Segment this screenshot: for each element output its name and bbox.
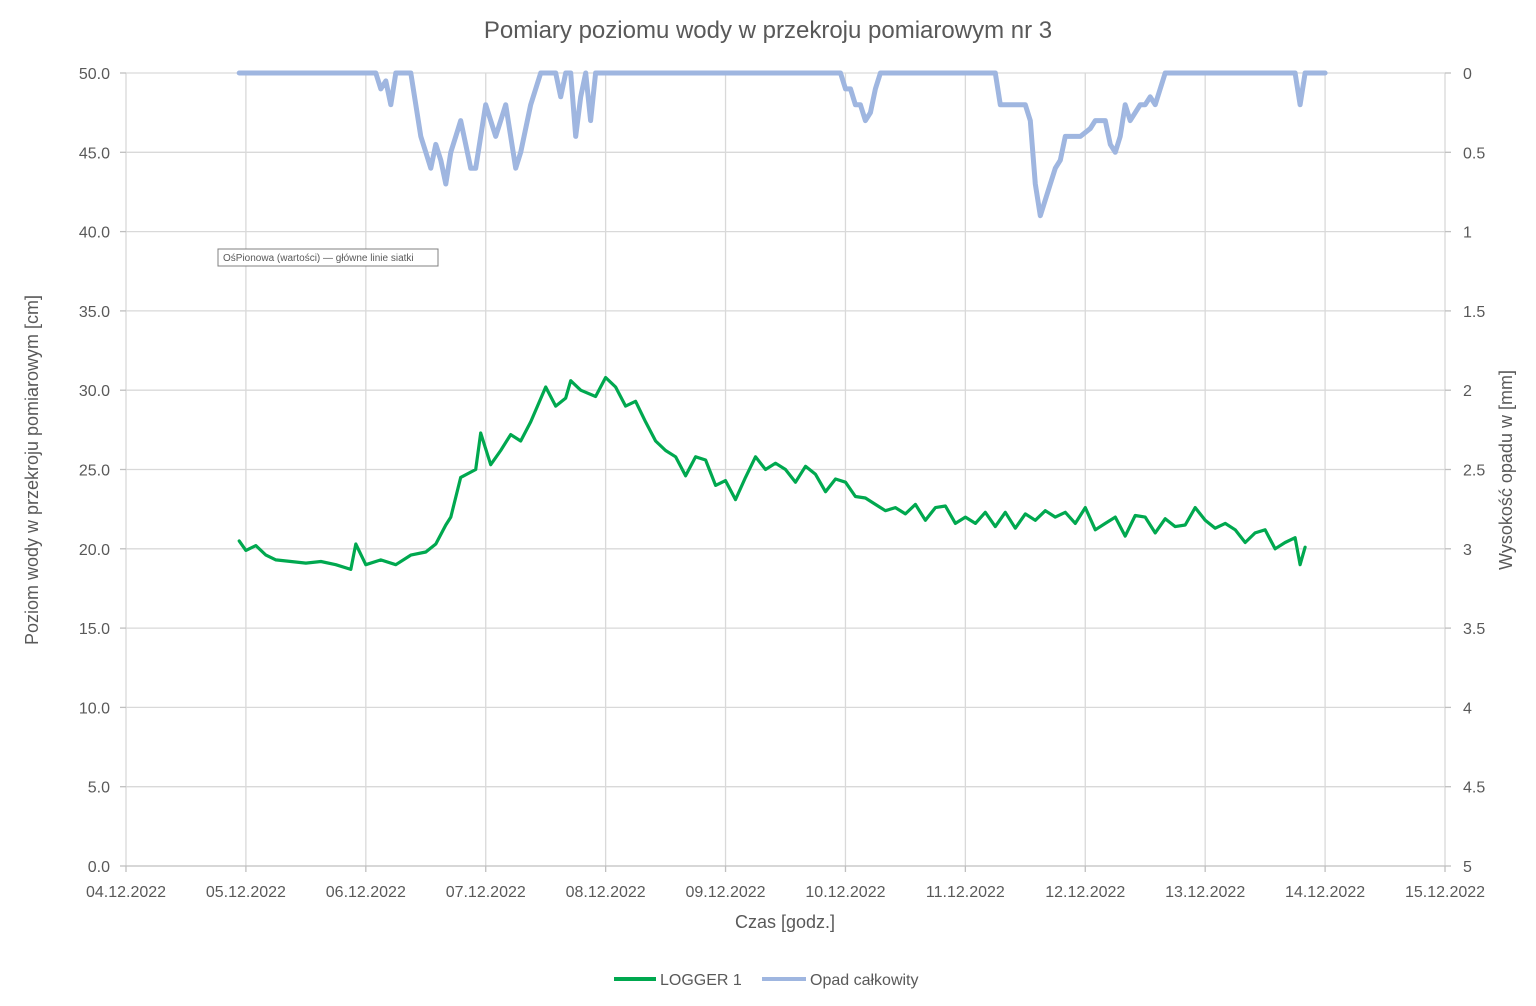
y2-tick-label: 3 [1463, 542, 1472, 559]
y2-tick-label: 0.5 [1463, 145, 1485, 162]
y-tick-label: 40.0 [79, 225, 110, 242]
y-tick-label: 50.0 [79, 66, 110, 83]
legend-label-logger: LOGGER 1 [660, 972, 742, 989]
legend: LOGGER 1 Opad całkowity [614, 972, 919, 989]
y-tick-label: 30.0 [79, 383, 110, 400]
y2-axis-title: Wysokość opadu w [mm] [1496, 370, 1516, 570]
x-tick-label: 05.12.2022 [206, 884, 286, 901]
tooltip-text: OśPionowa (wartości) — główne linie siat… [223, 253, 414, 264]
x-tick-label: 08.12.2022 [566, 884, 646, 901]
gridlines [120, 72, 1451, 872]
y2-tick-label: 4 [1463, 700, 1472, 717]
legend-label-precip: Opad całkowity [810, 972, 919, 989]
y-axis-title: Poziom wody w przekroju pomiarowym [cm] [22, 295, 42, 645]
y2-tick-label: 2.5 [1463, 463, 1485, 480]
x-tick-label: 12.12.2022 [1045, 884, 1125, 901]
y-tick-label: 20.0 [79, 542, 110, 559]
y-tick-label: 45.0 [79, 145, 110, 162]
y2-tick-label: 1.5 [1463, 304, 1485, 321]
x-tick-label: 04.12.2022 [86, 884, 166, 901]
series-layer [236, 70, 1328, 572]
y-tick-label: 10.0 [79, 700, 110, 717]
y-tick-label: 35.0 [79, 304, 110, 321]
x-tick-label: 09.12.2022 [686, 884, 766, 901]
y2-tick-label: 2 [1463, 383, 1472, 400]
y-tick-label: 5.0 [88, 780, 110, 797]
x-tick-label: 14.12.2022 [1285, 884, 1365, 901]
x-axis-title: Czas [godz.] [735, 912, 835, 932]
x-axis-ticks: 04.12.2022 05.12.2022 06.12.2022 07.12.2022… [86, 884, 1485, 901]
x-tick-label: 13.12.2022 [1165, 884, 1245, 901]
y-axis-ticks: 0.0 5.0 10.0 15.0 20.0 25.0 30.0 35.0 40.0 45.0 50… [79, 66, 110, 876]
series-line-precipitation [236, 70, 1328, 219]
y2-tick-label: 3.5 [1463, 621, 1485, 638]
x-tick-label: 07.12.2022 [446, 884, 526, 901]
tooltip-box [217, 248, 439, 267]
y2-tick-label: 0 [1463, 66, 1472, 83]
series-line-logger [237, 375, 1307, 572]
x-tick-label: 06.12.2022 [326, 884, 406, 901]
y2-tick-label: 1 [1463, 225, 1472, 242]
y2-axis-ticks: 0 0.5 1 1.5 2 2.5 3 3.5 4 4.5 5 [1463, 66, 1485, 876]
chart-title: Pomiary poziomu wody w przekroju pomiaro… [484, 17, 1052, 44]
axis-tooltip: OśPionowa (wartości) — główne linie siat… [217, 248, 439, 267]
x-tick-label: 10.12.2022 [805, 884, 885, 901]
x-tick-label: 11.12.2022 [926, 884, 1005, 901]
y2-tick-label: 5 [1463, 859, 1472, 876]
y-tick-label: 25.0 [79, 463, 110, 480]
y-tick-label: 0.0 [88, 859, 110, 876]
x-tick-label: 15.12.2022 [1405, 884, 1485, 901]
y2-tick-label: 4.5 [1463, 780, 1485, 797]
y-tick-label: 15.0 [79, 621, 110, 638]
